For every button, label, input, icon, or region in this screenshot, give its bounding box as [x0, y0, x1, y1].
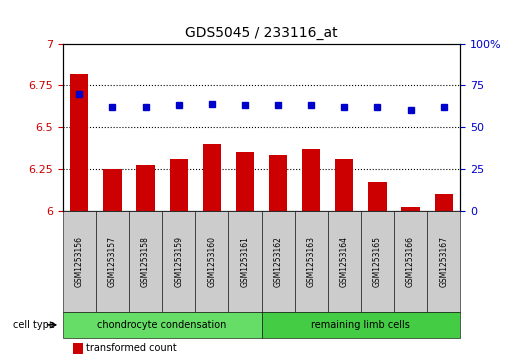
Bar — [137, 166, 155, 211]
Title: GDS5045 / 233116_at: GDS5045 / 233116_at — [185, 26, 338, 40]
Text: transformed count: transformed count — [86, 343, 177, 354]
Bar — [104, 169, 121, 211]
Bar — [169, 159, 188, 211]
Text: GSM1253156: GSM1253156 — [75, 236, 84, 287]
Text: cell type: cell type — [13, 320, 58, 330]
Bar — [402, 207, 419, 211]
Text: GSM1253165: GSM1253165 — [373, 236, 382, 287]
Text: GSM1253161: GSM1253161 — [241, 236, 249, 287]
Text: GSM1253164: GSM1253164 — [340, 236, 349, 287]
Bar — [368, 182, 386, 211]
Bar — [302, 149, 320, 211]
Text: GSM1253163: GSM1253163 — [306, 236, 316, 287]
Bar — [435, 194, 453, 211]
Text: GSM1253158: GSM1253158 — [141, 236, 150, 287]
Text: remaining limb cells: remaining limb cells — [311, 320, 411, 330]
Bar — [236, 152, 254, 211]
Text: GSM1253166: GSM1253166 — [406, 236, 415, 287]
Bar — [335, 159, 354, 211]
Bar — [269, 155, 287, 211]
Text: GSM1253162: GSM1253162 — [274, 236, 282, 287]
Text: GSM1253160: GSM1253160 — [207, 236, 217, 287]
Text: chondrocyte condensation: chondrocyte condensation — [97, 320, 227, 330]
Bar — [203, 144, 221, 211]
Text: GSM1253167: GSM1253167 — [439, 236, 448, 287]
Bar — [70, 74, 88, 211]
Text: GSM1253157: GSM1253157 — [108, 236, 117, 287]
Text: GSM1253159: GSM1253159 — [174, 236, 183, 287]
